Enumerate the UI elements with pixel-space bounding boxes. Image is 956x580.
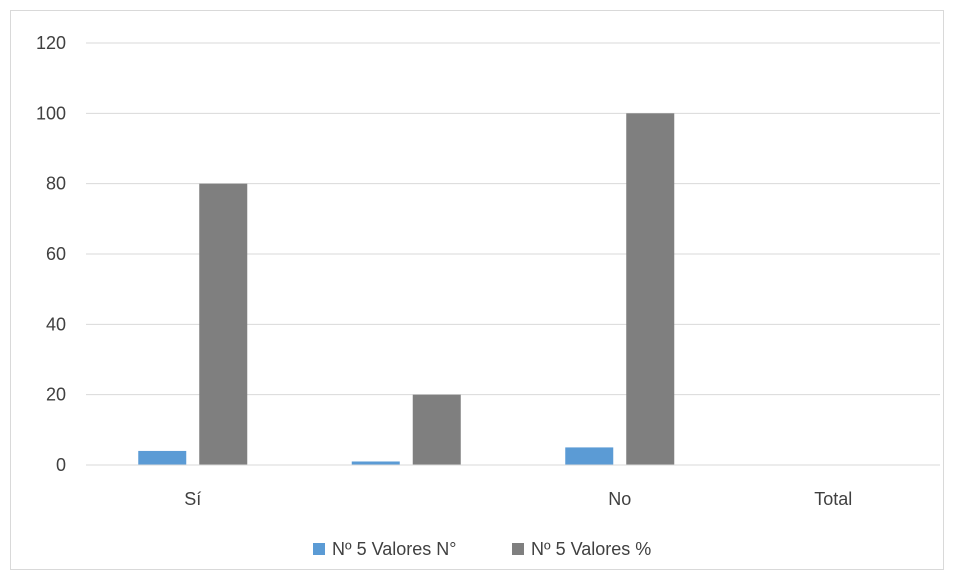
legend: Nº 5 Valores N° Nº 5 Valores % [313,539,651,559]
y-tick-label-100: 100 [36,103,66,123]
y-tick-label-120: 120 [36,33,66,53]
x-tick-label-4: Total [814,489,852,509]
legend-swatch-2 [512,543,524,555]
bar-1-2 [351,461,400,465]
x-tick-label-1: Sí [184,489,201,509]
y-tick-label-80: 80 [46,174,66,194]
bar-2-1 [199,183,248,465]
y-tick-label-60: 60 [46,244,66,264]
bar-1-3 [565,447,614,465]
y-tick-label-40: 40 [46,314,66,334]
bars [138,113,675,465]
y-axis-ticks: 0 20 40 60 80 100 120 [36,33,66,475]
y-tick-label-20: 20 [46,385,66,405]
legend-label-1: Nº 5 Valores N° [332,539,456,559]
legend-label-2: Nº 5 Valores % [531,539,651,559]
legend-swatch-1 [313,543,325,555]
bar-1-1 [138,450,187,465]
x-tick-label-3: No [608,489,631,509]
bar-2-2 [412,394,461,465]
y-tick-label-0: 0 [56,455,66,475]
bar-2-3 [626,113,675,465]
chart-frame [10,10,944,570]
x-axis-ticks: Sí No Total [184,489,852,509]
